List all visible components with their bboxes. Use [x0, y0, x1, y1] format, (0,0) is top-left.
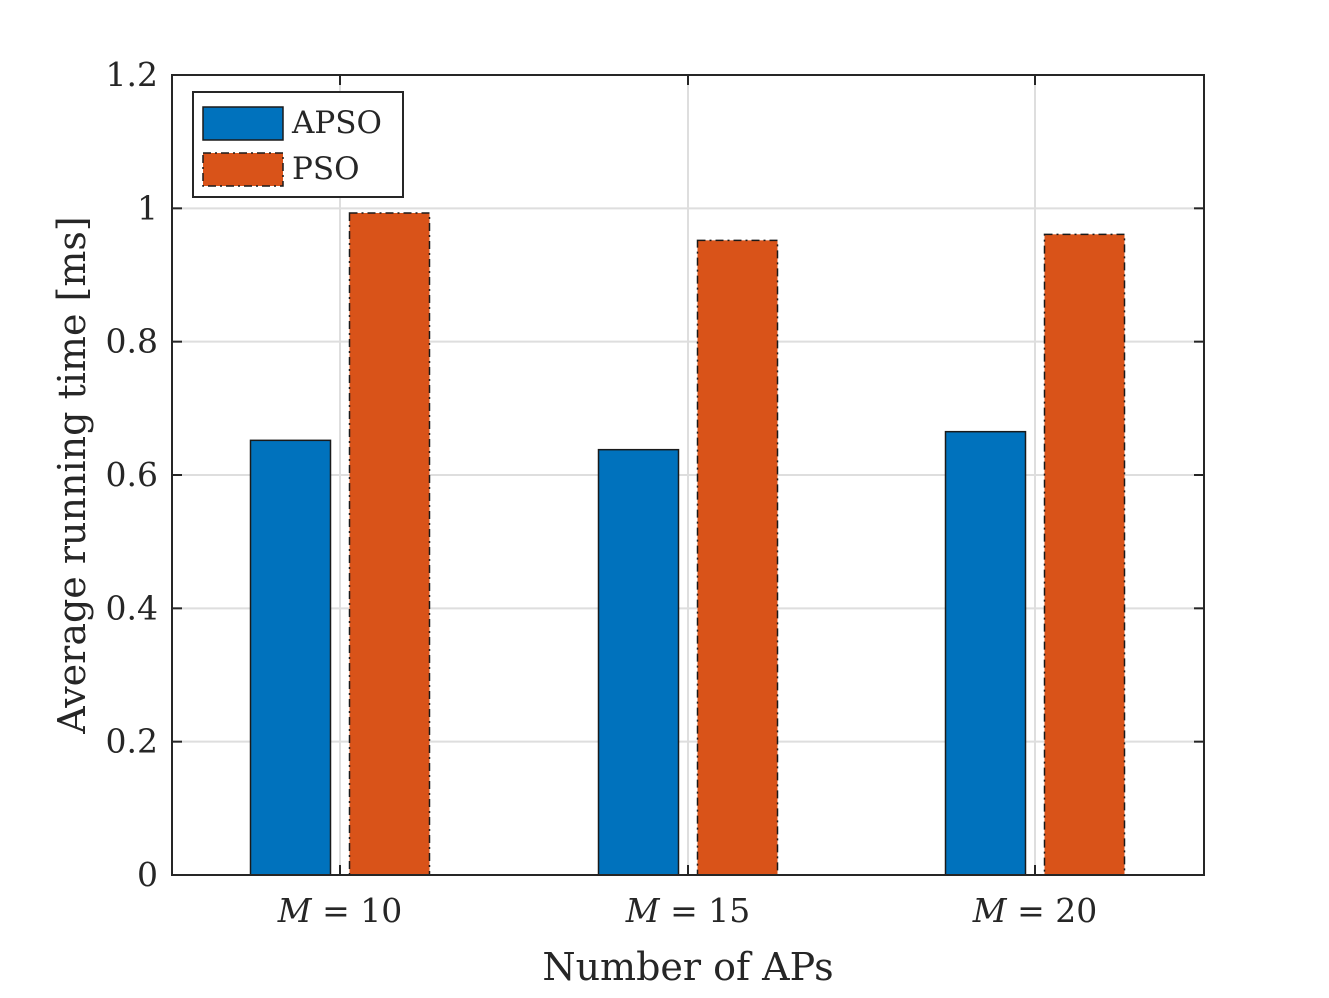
- x-tick-label: M = 10: [277, 891, 402, 930]
- y-tick-label: 1: [137, 188, 158, 227]
- y-tick-label: 0.8: [106, 322, 158, 361]
- legend-swatch-apso: [202, 106, 284, 141]
- x-tick-label: M = 20: [972, 891, 1097, 930]
- y-tick-labels: 0 0.2 0.4 0.6 0.8 1 1.2: [106, 55, 158, 894]
- bar-apso-3: [944, 430, 1027, 876]
- x-axis-label: Number of APs: [542, 945, 833, 989]
- bars: [249, 212, 1126, 876]
- legend: APSO PSO: [192, 91, 404, 198]
- x-tick-labels: M = 10 M = 15 M = 20: [277, 891, 1097, 930]
- y-tick-label: 0.4: [106, 588, 158, 627]
- tick-marks: [172, 74, 1204, 876]
- bar-apso-1: [249, 439, 332, 876]
- y-tick-label: 0.2: [106, 722, 158, 761]
- grid-lines: [172, 75, 1204, 875]
- legend-label-pso: PSO: [292, 151, 360, 187]
- legend-swatch-pso: [202, 152, 284, 187]
- y-axis-label: Average running time [ms]: [50, 216, 94, 734]
- legend-label-apso: APSO: [291, 105, 382, 141]
- y-tick-label: 0: [137, 855, 158, 894]
- bar-pso-3: [1043, 233, 1126, 876]
- bar-pso-1: [348, 212, 431, 876]
- bar-pso-2: [696, 239, 779, 876]
- bar-apso-2: [597, 448, 680, 876]
- y-tick-label: 0.6: [106, 455, 158, 494]
- x-tick-label: M = 15: [625, 891, 750, 930]
- y-tick-label: 1.2: [106, 55, 158, 94]
